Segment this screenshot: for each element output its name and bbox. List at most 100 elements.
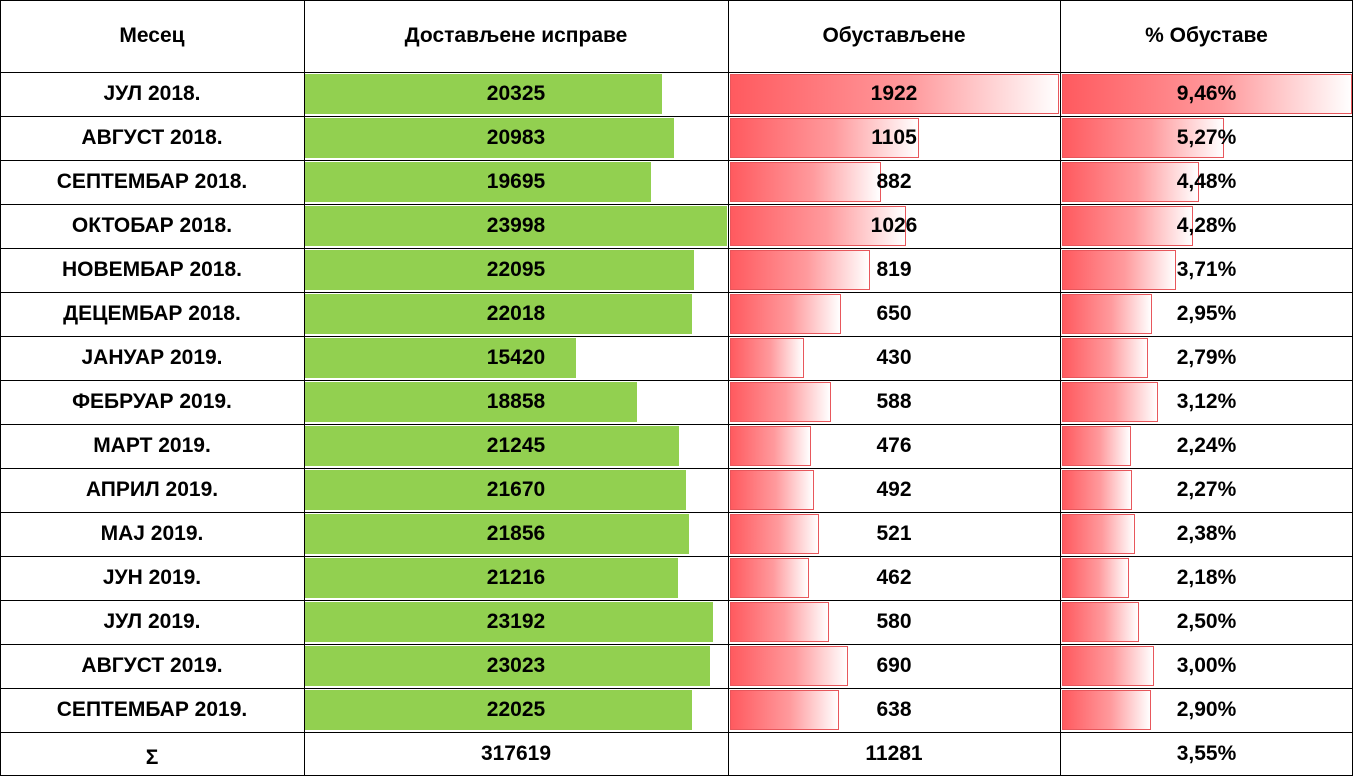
percent-cell-text: 5,27% xyxy=(1176,126,1237,149)
grid-hline xyxy=(0,72,1353,73)
delivered-cell: 21245 xyxy=(304,424,728,468)
suspended-bar xyxy=(730,470,815,510)
suspended-cell: 430 xyxy=(728,336,1060,380)
suspended-bar xyxy=(730,514,820,554)
percent-cell-text: 3,00% xyxy=(1176,654,1237,677)
suspended-cell: 1026 xyxy=(728,204,1060,248)
month-cell: ЈУН 2019. xyxy=(0,556,304,600)
suspended-bar xyxy=(730,162,881,202)
month-cell-text: ДЕЦЕМБАР 2018. xyxy=(63,302,241,325)
delivered-cell: 22095 xyxy=(304,248,728,292)
delivered-cell: 21670 xyxy=(304,468,728,512)
percent-cell: 4,28% xyxy=(1060,204,1353,248)
delivered-cell-text: 18858 xyxy=(486,390,546,413)
suspended-cell-text: 492 xyxy=(876,478,912,501)
delivered-cell: 23998 xyxy=(304,204,728,248)
delivered-cell-text: 15420 xyxy=(486,346,546,369)
grid-hline xyxy=(0,600,1353,601)
suspended-bar xyxy=(730,74,1059,114)
suspended-cell-text: 1922 xyxy=(870,82,918,105)
percent-bar xyxy=(1062,74,1352,114)
delivered-bar xyxy=(305,118,674,158)
grid-hline xyxy=(0,160,1353,161)
delivered-cell-text: 23192 xyxy=(486,610,546,633)
header-delivered: Достављене исправе xyxy=(304,0,728,72)
grid-hline xyxy=(0,204,1353,205)
percent-bar xyxy=(1062,646,1154,686)
percent-bar xyxy=(1062,162,1200,202)
header-month-text: Месец xyxy=(119,24,185,47)
suspended-bar xyxy=(730,602,830,642)
percent-cell-text: 2,18% xyxy=(1176,566,1237,589)
grid-hline xyxy=(0,556,1353,557)
delivered-bar xyxy=(305,514,690,554)
suspended-cell: 882 xyxy=(728,160,1060,204)
delivered-cell: 21216 xyxy=(304,556,728,600)
delivered-cell: 15420 xyxy=(304,336,728,380)
percent-bar xyxy=(1062,602,1139,642)
percent-cell-text: 2,90% xyxy=(1176,698,1237,721)
suspended-cell-text: 690 xyxy=(876,654,912,677)
month-cell: ФЕБРУАР 2019. xyxy=(0,380,304,424)
month-cell: ЈУЛ 2019. xyxy=(0,600,304,644)
percent-cell: 2,38% xyxy=(1060,512,1353,556)
delivered-bar xyxy=(305,294,693,334)
percent-cell: 3,12% xyxy=(1060,380,1353,424)
month-cell: МАЈ 2019. xyxy=(0,512,304,556)
month-cell-text: МАЈ 2019. xyxy=(100,522,204,545)
delivered-cell: 20325 xyxy=(304,72,728,116)
percent-cell-text: 9,46% xyxy=(1176,82,1237,105)
total-suspended-cell: 11281 xyxy=(728,732,1060,776)
grid-hline xyxy=(0,512,1353,513)
delivered-cell-text: 20983 xyxy=(486,126,546,149)
percent-cell-text: 4,28% xyxy=(1176,214,1237,237)
month-cell: СЕПТЕМБАР 2019. xyxy=(0,688,304,732)
delivered-cell-text: 21245 xyxy=(486,434,546,457)
month-cell: ЈАНУАР 2019. xyxy=(0,336,304,380)
suspended-cell: 819 xyxy=(728,248,1060,292)
percent-cell-text: 3,71% xyxy=(1176,258,1237,281)
month-cell: МАРТ 2019. xyxy=(0,424,304,468)
grid-hline xyxy=(0,380,1353,381)
month-cell: АПРИЛ 2019. xyxy=(0,468,304,512)
month-cell-text: ОКТОБАР 2018. xyxy=(71,214,233,237)
month-cell-text: АВГУСТ 2019. xyxy=(81,654,223,677)
header-suspended: Обустављене xyxy=(728,0,1060,72)
delivered-bar xyxy=(305,162,652,202)
percent-bar xyxy=(1062,514,1135,554)
grid-vline xyxy=(0,0,1,776)
month-cell: СЕПТЕМБАР 2018. xyxy=(0,160,304,204)
percent-cell-text: 2,24% xyxy=(1176,434,1237,457)
header-suspended-text: Обустављене xyxy=(822,24,966,47)
delivered-bar xyxy=(305,338,577,378)
grid-hline xyxy=(0,688,1353,689)
suspended-bar xyxy=(730,558,810,598)
percent-cell-text: 3,12% xyxy=(1176,390,1237,413)
grid-vline xyxy=(1060,0,1061,776)
grid-hline xyxy=(0,336,1353,337)
percent-cell: 3,71% xyxy=(1060,248,1353,292)
percent-cell: 2,18% xyxy=(1060,556,1353,600)
suspended-cell: 521 xyxy=(728,512,1060,556)
suspended-cell: 650 xyxy=(728,292,1060,336)
percent-bar xyxy=(1062,338,1148,378)
header-delivered-text: Достављене исправе xyxy=(404,24,628,47)
month-cell-text: ЈАНУАР 2019. xyxy=(81,346,223,369)
suspended-cell-text: 580 xyxy=(876,610,912,633)
percent-bar xyxy=(1062,690,1151,730)
suspended-bar xyxy=(730,338,804,378)
delivered-cell: 23192 xyxy=(304,600,728,644)
header-percent-text: % Обуставе xyxy=(1145,24,1268,47)
delivered-bar xyxy=(305,426,679,466)
total-label-cell-text: Σ xyxy=(145,746,159,769)
month-cell: ДЕЦЕМБАР 2018. xyxy=(0,292,304,336)
suspended-bar xyxy=(730,426,812,466)
delivered-cell-text: 22025 xyxy=(486,698,546,721)
month-cell: АВГУСТ 2019. xyxy=(0,644,304,688)
percent-bar xyxy=(1062,426,1131,466)
grid-hline xyxy=(0,292,1353,293)
delivered-bar xyxy=(305,602,713,642)
grid-hline xyxy=(0,424,1353,425)
suspended-cell: 638 xyxy=(728,688,1060,732)
